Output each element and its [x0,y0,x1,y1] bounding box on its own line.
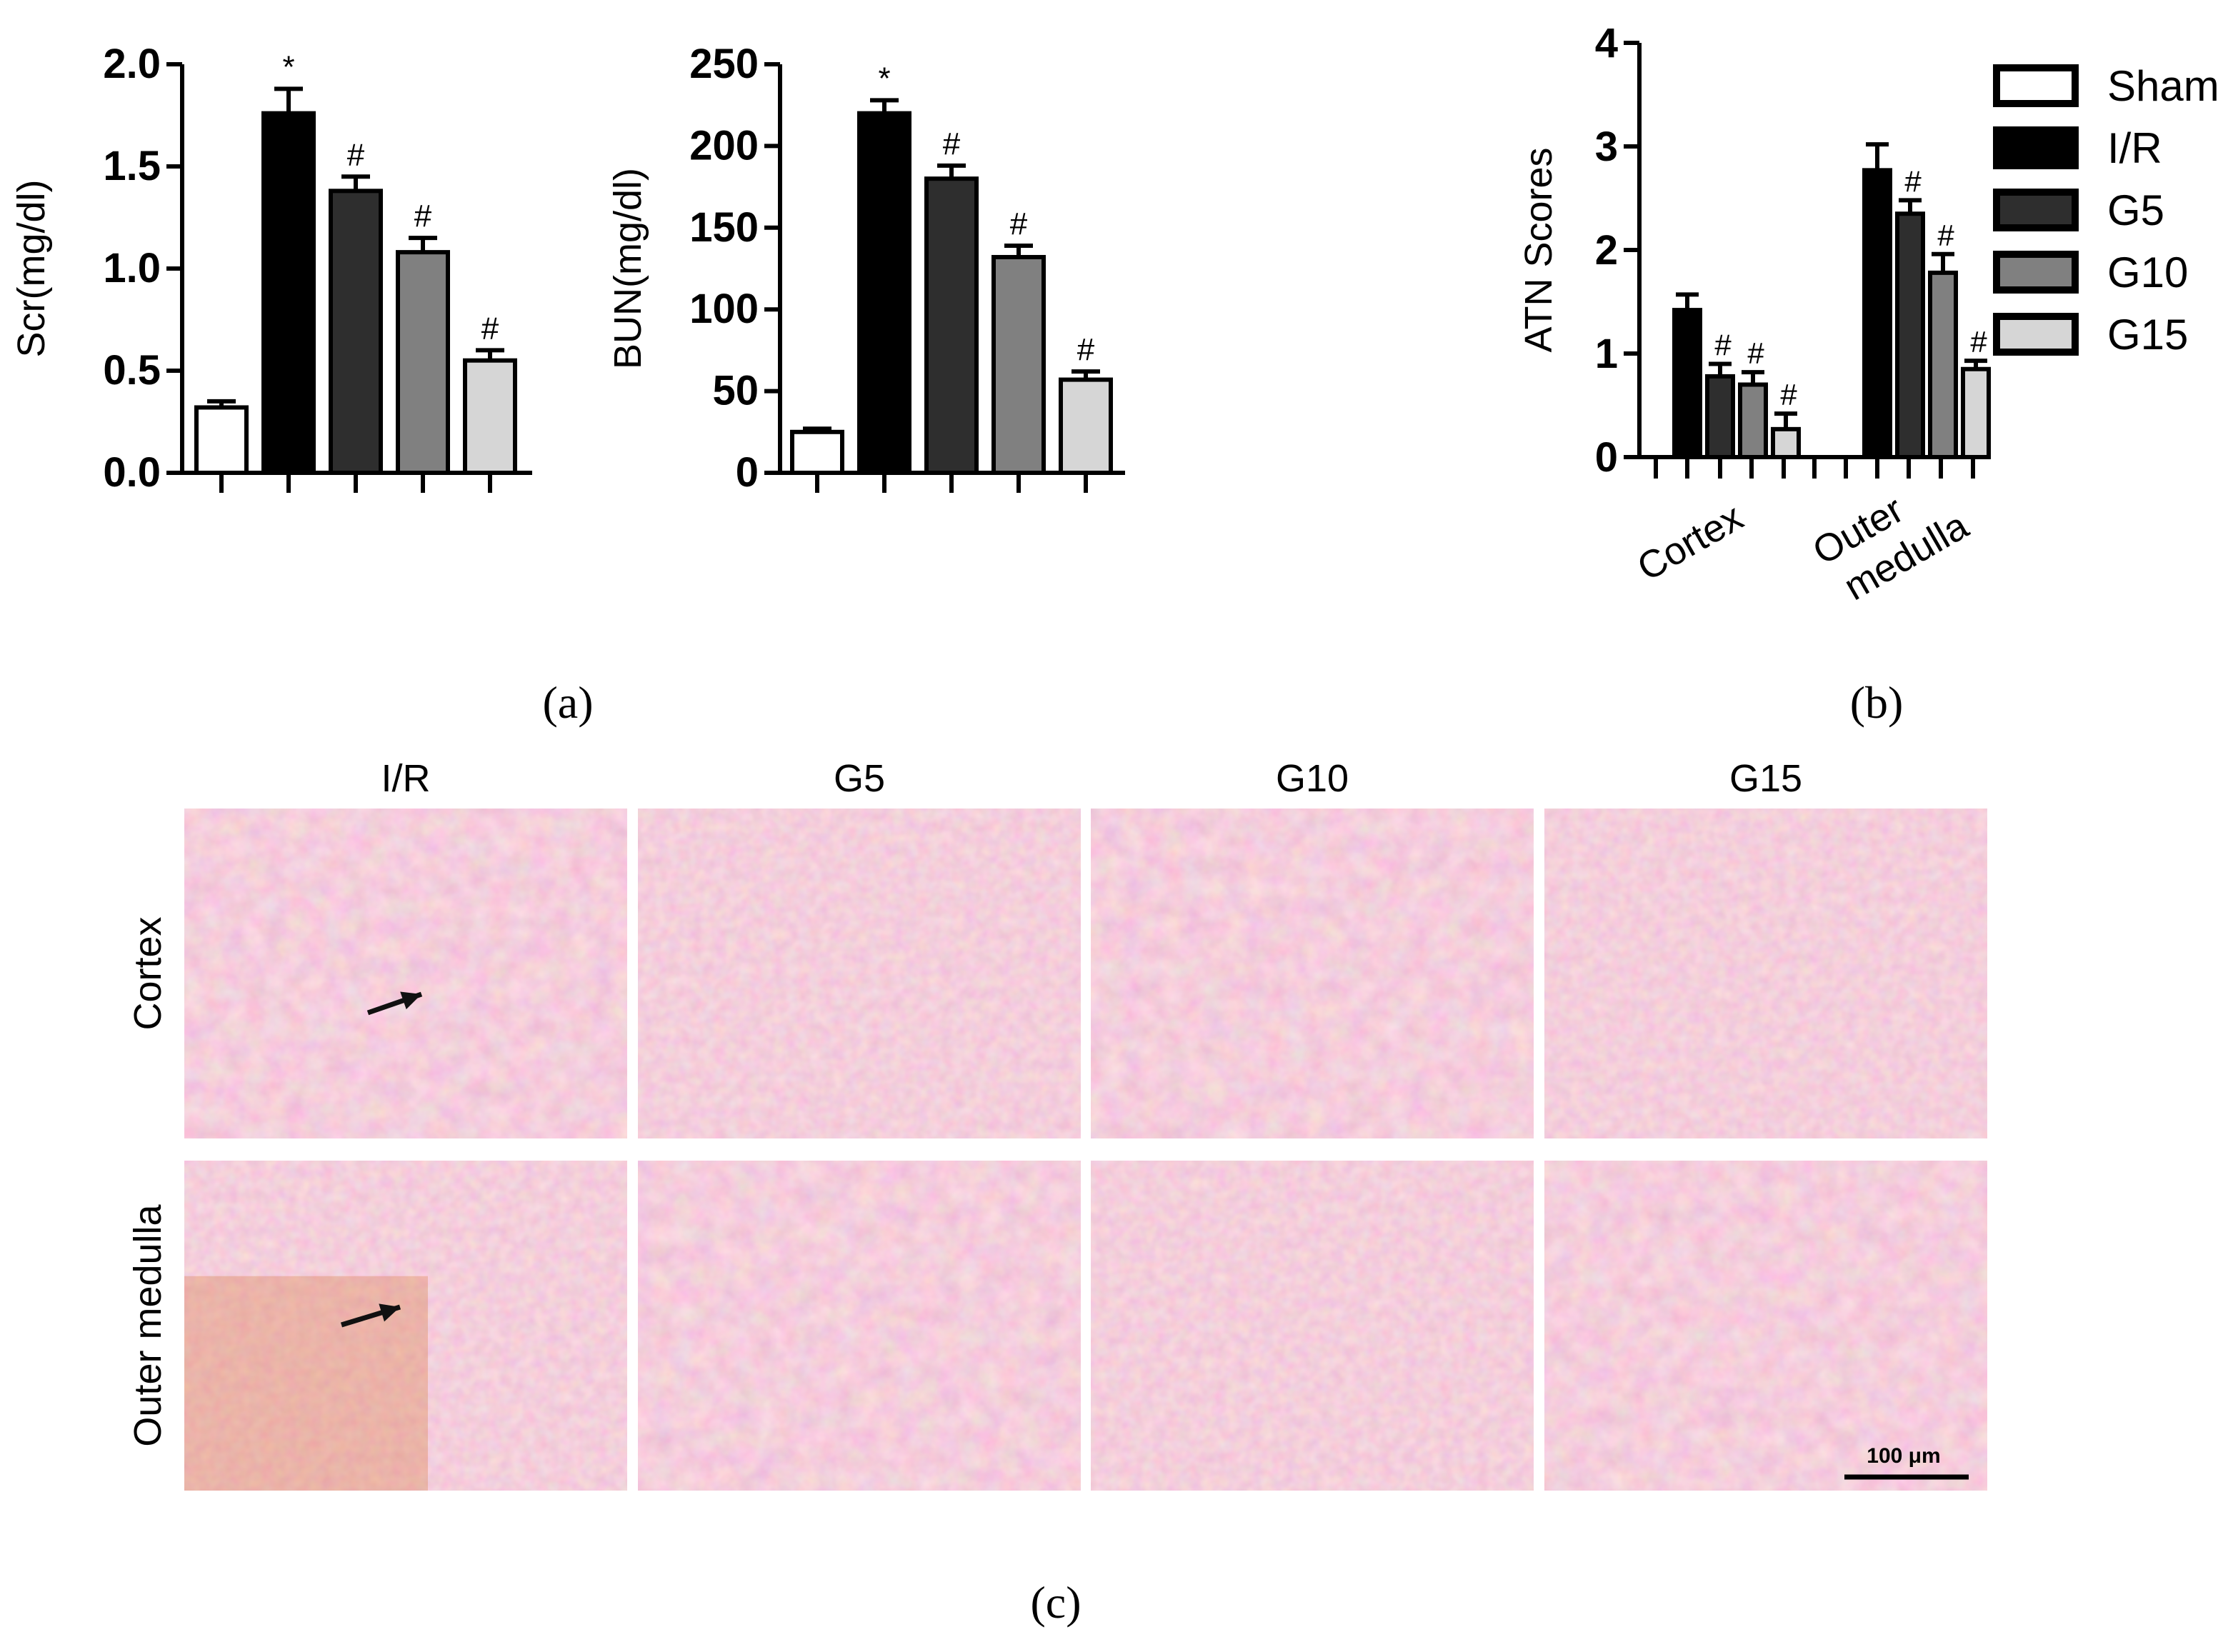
scr-y-tick-label: 2.0 [103,41,161,87]
bun-y-tick-label: 200 [689,122,759,169]
scr-bar-i-r [261,111,316,475]
bun-y-tick-label: 250 [689,41,759,87]
legend-label: G15 [2107,311,2188,359]
atn-significance-marker: # [1747,336,1764,370]
bun-y-tick-label: 0 [736,449,759,496]
micrograph-column-label: G5 [834,757,885,800]
bun-y-tick-label: 100 [689,286,759,332]
scr-bar-g15 [463,358,517,476]
panel-label-b: (b) [1850,677,1904,728]
legend-swatch-g15 [1993,313,2079,356]
scr-y-tick-label: 0.0 [103,449,161,496]
micrograph-texture [638,1161,1081,1491]
micrograph-texture [1091,809,1534,1138]
atn-bar-i-r [1672,308,1702,459]
bun-significance-marker: # [1010,206,1028,241]
atn-y-tick-label: 1 [1595,331,1618,377]
scr-significance-marker: * [282,49,294,84]
scr-y-tick-label: 1.5 [103,143,161,189]
atn-significance-marker: # [1937,219,1954,252]
scale-bar-label: 100 μm [1867,1444,1940,1468]
scr-y-axis-label: Scr(mg/dl) [10,179,53,357]
bun-bar-g10 [991,254,1046,475]
atn-significance-marker: # [1714,329,1732,362]
legend-label: I/R [2107,124,2162,172]
scr-significance-marker: # [481,311,499,346]
micrograph-texture [1544,809,1987,1138]
scr-y-tick-label: 1.0 [103,245,161,291]
atn-category-label: Cortex [1630,496,1750,589]
scr-bar-chart: 0.0 0.5 1.0 1.5 2.0 Scr(mg/dl) * # # # [10,41,532,496]
micrograph-arrow-head [400,991,421,1010]
bun-y-tick-label: 50 [712,368,759,414]
legend-label: G10 [2107,249,2188,296]
bun-significance-marker: # [943,126,961,161]
legend-label: G5 [2107,186,2164,234]
scr-bar-g5 [329,189,383,475]
atn-bar-g15 [1961,366,1991,459]
legend-swatch-g10 [1993,251,2079,294]
bun-bar-sham [790,429,844,475]
bun-significance-marker: # [1077,332,1095,367]
scr-significance-marker: # [414,199,432,234]
scr-bar-g10 [396,250,450,475]
atn-y-axis-label: ATN Scores [1517,147,1560,352]
micrograph-texture [638,809,1081,1138]
bun-significance-marker: * [878,61,890,96]
scr-significance-marker: # [347,137,365,172]
bun-bar-chart: 0 50 100 150 200 250 BUN(mg/dl) * # # # [606,41,1125,496]
atn-bar-g15 [1771,426,1801,459]
micrograph-grid: I/R G5 G10 G15 Cortex Outer medulla 100 μm [126,757,1987,1491]
micrograph-arrow-head [379,1303,400,1322]
atn-y-tick-label: 2 [1595,227,1618,274]
bun-bar-g15 [1059,377,1113,475]
micrograph-column-label: G15 [1729,757,1802,800]
atn-significance-marker: # [1970,325,1987,359]
atn-bar-i-r [1862,168,1892,459]
atn-y-tick-label: 0 [1595,434,1618,481]
atn-significance-marker: # [1904,164,1922,198]
atn-bar-g10 [1738,382,1768,459]
bun-bar-g5 [924,176,979,475]
micrograph-row-label: Cortex [126,916,169,1030]
legend: Sham I/R G5 G10 G15 [1993,62,2219,359]
atn-bar-g10 [1928,270,1958,459]
panel-label-a: (a) [542,677,593,728]
bun-y-axis-label: BUN(mg/dl) [606,168,649,369]
bun-bar-i-r [857,111,911,475]
scr-y-tick-label: 0.5 [103,347,161,394]
legend-label: Sham [2107,62,2219,110]
micrograph-column-label: G10 [1276,757,1349,800]
legend-swatch-i-r [1993,126,2079,169]
legend-swatch-g5 [1993,189,2079,231]
atn-bar-g5 [1895,211,1925,459]
bun-y-tick-label: 150 [689,204,759,251]
micrograph-texture [1091,1161,1534,1491]
atn-y-tick-label: 3 [1595,124,1618,170]
micrograph-row-label: Outer medulla [126,1203,169,1446]
micrograph-texture [184,809,627,1138]
atn-y-tick-label: 4 [1595,20,1618,66]
panel-label-c: (c) [1030,1577,1081,1628]
atn-significance-marker: # [1780,378,1797,411]
legend-swatch-sham [1993,64,2079,107]
scr-bar-sham [194,405,249,475]
atn-bar-g5 [1705,374,1735,460]
micrograph-texture [1544,1161,1987,1491]
micrograph-column-label: I/R [381,757,430,800]
micrograph-texture [184,1161,627,1491]
